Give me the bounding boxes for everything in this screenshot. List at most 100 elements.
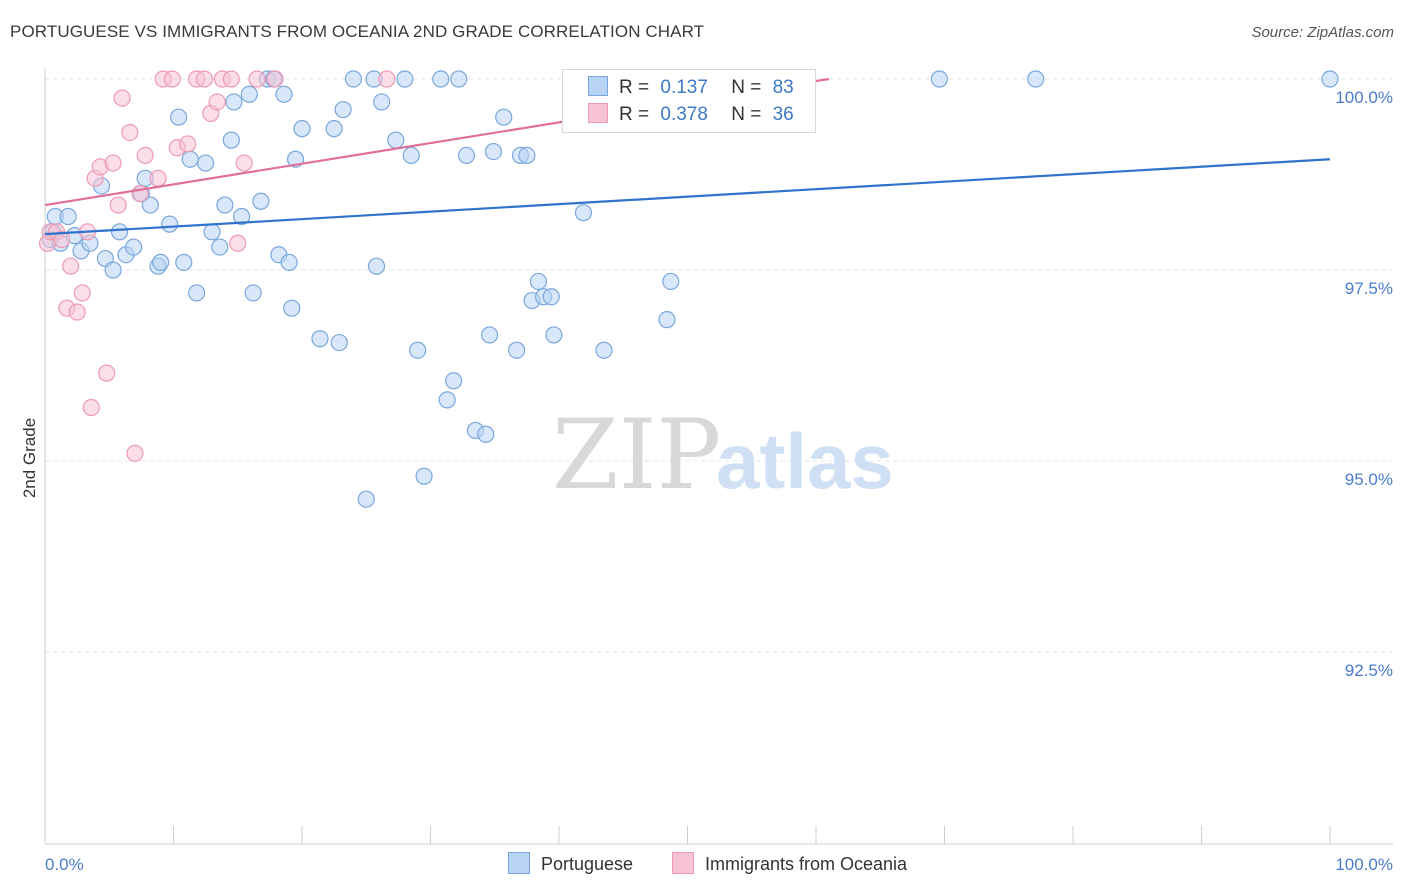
y-tick-label: 97.5% [1345, 279, 1393, 298]
point-portuguese [203, 223, 221, 241]
y-axis-label: 2nd Grade [20, 418, 39, 498]
point-portuguese [334, 100, 352, 119]
point-portuguese [574, 204, 593, 222]
point-portuguese [662, 272, 680, 291]
point-portuguese [344, 70, 362, 88]
legend-row-portuguese: R = 0.137 N = 83 [588, 76, 794, 100]
legend-swatch-oceania [588, 103, 608, 123]
legend-r-value-portuguese: 0.137 [660, 77, 708, 98]
legend-row-oceania: R = 0.378 N = 36 [588, 103, 794, 127]
point-oceania [68, 303, 86, 321]
point-portuguese [293, 120, 311, 138]
point-oceania [109, 196, 127, 214]
y-tick-label: 100.0% [1335, 88, 1393, 107]
point-portuguese [1321, 70, 1339, 88]
point-portuguese [415, 467, 433, 485]
watermark-zip: ZIP [552, 399, 721, 511]
point-oceania [82, 398, 100, 417]
watermark: ZIP atlas [552, 399, 894, 511]
watermark-atlas: atlas [716, 417, 894, 505]
legend-r-label: R = [619, 77, 650, 98]
point-portuguese [930, 70, 948, 88]
point-portuguese [373, 93, 391, 111]
legend-n-label: N = [731, 104, 762, 125]
point-portuguese [275, 85, 293, 103]
point-oceania [121, 123, 139, 142]
point-portuguese [409, 341, 427, 359]
point-portuguese [330, 333, 348, 352]
point-portuguese [445, 372, 463, 390]
point-oceania [136, 146, 154, 164]
point-portuguese [197, 154, 215, 172]
point-oceania [163, 70, 181, 88]
point-oceania [235, 154, 253, 172]
point-portuguese [457, 146, 476, 164]
point-portuguese [450, 70, 468, 88]
point-oceania [126, 444, 144, 462]
point-portuguese [311, 330, 329, 348]
correlation-legend: R = 0.137 N = 83 R = 0.378 N = 36 [562, 69, 816, 133]
axis-labels: 2nd Grade 100.0% 97.5% 95.0% 92.5% 0.0% 100.0… [20, 88, 1393, 874]
point-oceania [266, 70, 284, 88]
point-portuguese [357, 490, 375, 508]
point-portuguese [104, 261, 122, 279]
point-portuguese [325, 120, 343, 138]
point-oceania [208, 93, 226, 111]
point-portuguese [495, 108, 513, 126]
legend-n-value-portuguese: 83 [772, 77, 794, 98]
point-portuguese [152, 253, 170, 271]
point-portuguese [141, 196, 159, 214]
point-portuguese [125, 238, 143, 256]
point-portuguese [233, 207, 251, 226]
source-label: Source: ZipAtlas.com [1251, 24, 1394, 41]
point-portuguese [658, 311, 676, 329]
point-portuguese [216, 196, 234, 214]
point-portuguese [396, 70, 414, 88]
y-tick-label: 92.5% [1345, 661, 1393, 680]
point-portuguese [252, 192, 270, 210]
trend-line-portuguese [44, 158, 1331, 236]
point-oceania [222, 70, 240, 88]
bottom-legend-portuguese: Portuguese [508, 852, 633, 875]
point-oceania [179, 135, 197, 153]
legend-n-value-oceania: 36 [772, 104, 794, 125]
point-portuguese [283, 299, 301, 317]
point-portuguese [110, 223, 129, 241]
point-oceania [149, 169, 167, 187]
point-oceania [98, 364, 116, 382]
point-portuguese [481, 326, 499, 344]
bottom-legend-label-oceania: Immigrants from Oceania [705, 854, 908, 874]
point-portuguese [402, 146, 420, 164]
point-portuguese [438, 391, 456, 409]
x-tick-label: 0.0% [45, 855, 84, 874]
point-portuguese [225, 93, 243, 111]
x-tick-label: 100.0% [1335, 855, 1393, 874]
bottom-legend-swatch-portuguese [508, 852, 530, 874]
point-portuguese [507, 341, 526, 359]
point-portuguese [244, 284, 262, 302]
axes [44, 68, 1393, 845]
point-oceania [104, 154, 122, 172]
point-portuguese [59, 207, 77, 226]
point-portuguese [170, 108, 188, 126]
legend-n-label: N = [731, 77, 762, 98]
point-portuguese [181, 150, 199, 168]
point-oceania [62, 257, 80, 275]
point-portuguese [1027, 70, 1045, 88]
point-portuguese [188, 284, 206, 302]
point-oceania [229, 234, 247, 252]
point-portuguese [545, 326, 563, 344]
point-oceania [248, 70, 266, 88]
legend-swatch-portuguese [588, 76, 608, 96]
chart-title: PORTUGUESE VS IMMIGRANTS FROM OCEANIA 2N… [10, 22, 705, 41]
bottom-legend-oceania: Immigrants from Oceania [672, 852, 907, 875]
point-portuguese [387, 131, 405, 149]
point-portuguese [367, 257, 386, 275]
point-portuguese [477, 425, 495, 443]
point-portuguese [161, 215, 179, 233]
legend-r-value-oceania: 0.378 [660, 104, 708, 125]
point-portuguese [595, 341, 613, 359]
point-portuguese [175, 253, 193, 271]
point-portuguese [432, 70, 450, 88]
